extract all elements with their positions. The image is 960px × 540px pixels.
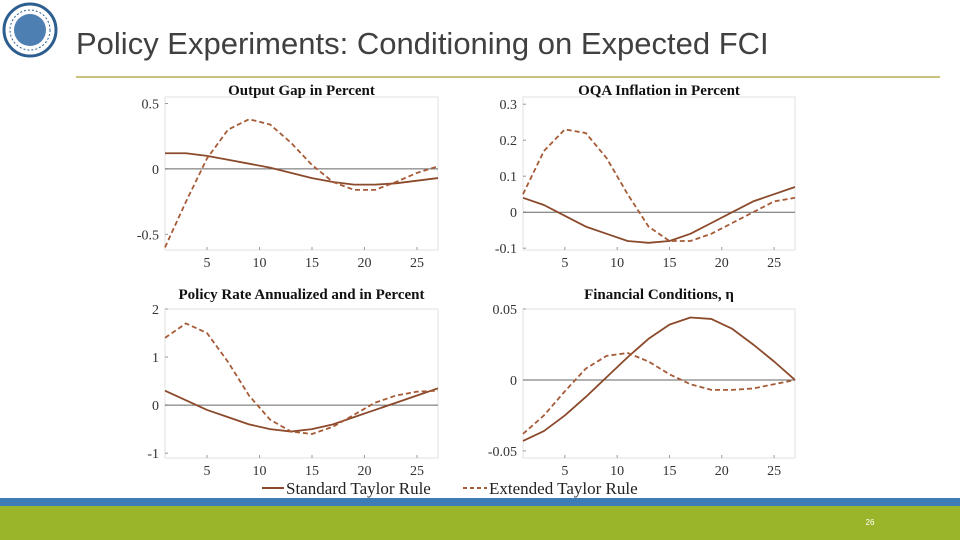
legend: Standard Taylor Rule Extended Taylor Rul… (262, 479, 638, 498)
x-tick-label: 10 (610, 464, 624, 479)
y-tick-label: 2 (152, 303, 159, 318)
y-tick-label: 0.05 (493, 303, 518, 318)
x-tick-label: 25 (410, 256, 424, 271)
x-tick-label: 25 (767, 256, 781, 271)
series-line (522, 352, 796, 435)
x-tick-label: 5 (561, 256, 568, 271)
x-tick-label: 15 (305, 464, 319, 479)
series-line (164, 118, 439, 248)
series-line (164, 322, 439, 435)
series-line (522, 186, 796, 244)
x-tick-label: 10 (610, 256, 624, 271)
y-tick-label: 0.5 (142, 98, 160, 113)
x-tick-label: 20 (715, 464, 729, 479)
x-tick-label: 20 (715, 256, 729, 271)
y-tick-label: 0 (152, 399, 159, 414)
chart-title: OQA Inflation in Percent (578, 83, 740, 99)
series-line (522, 316, 796, 442)
chart-title: Financial Conditions, η (584, 287, 734, 303)
slide-title: Policy Experiments: Conditioning on Expe… (76, 26, 769, 61)
legend-label: Extended Taylor Rule (489, 479, 638, 498)
x-tick-label: 15 (662, 464, 676, 479)
y-tick-label: -0.1 (495, 242, 517, 257)
page-number: 26 (866, 518, 875, 527)
x-tick-label: 10 (253, 256, 267, 271)
x-tick-label: 15 (662, 256, 676, 271)
y-tick-label: 1 (152, 351, 159, 366)
x-tick-label: 25 (767, 464, 781, 479)
chart-title: Output Gap in Percent (228, 83, 375, 99)
chart-title: Policy Rate Annualized and in Percent (179, 287, 425, 303)
y-tick-label: -0.5 (137, 228, 159, 243)
logo (2, 2, 58, 58)
plot-frame (164, 308, 439, 459)
series-line (165, 152, 439, 186)
x-tick-label: 5 (561, 464, 568, 479)
x-tick-label: 25 (410, 464, 424, 479)
footer-band (0, 498, 960, 506)
y-tick-label: -0.05 (488, 445, 517, 460)
x-tick-label: 20 (358, 256, 372, 271)
y-tick-label: 0 (152, 163, 159, 178)
x-tick-label: 5 (204, 256, 211, 271)
y-tick-label: 0 (510, 374, 517, 389)
series-line (164, 387, 439, 433)
x-tick-label: 20 (358, 464, 372, 479)
y-tick-label: 0 (510, 206, 517, 221)
y-tick-label: 0.2 (500, 134, 518, 149)
series-line (522, 128, 796, 242)
y-tick-label: 0.1 (500, 170, 518, 185)
plot-frame (164, 96, 439, 251)
footer-bar (0, 506, 960, 540)
x-tick-label: 5 (204, 464, 211, 479)
x-tick-label: 15 (305, 256, 319, 271)
y-tick-label: 0.3 (500, 98, 518, 113)
x-tick-label: 10 (253, 464, 267, 479)
y-tick-label: -1 (147, 447, 159, 462)
plot-frame (522, 308, 796, 459)
plot-frame (522, 96, 796, 251)
legend-label: Standard Taylor Rule (286, 479, 431, 498)
